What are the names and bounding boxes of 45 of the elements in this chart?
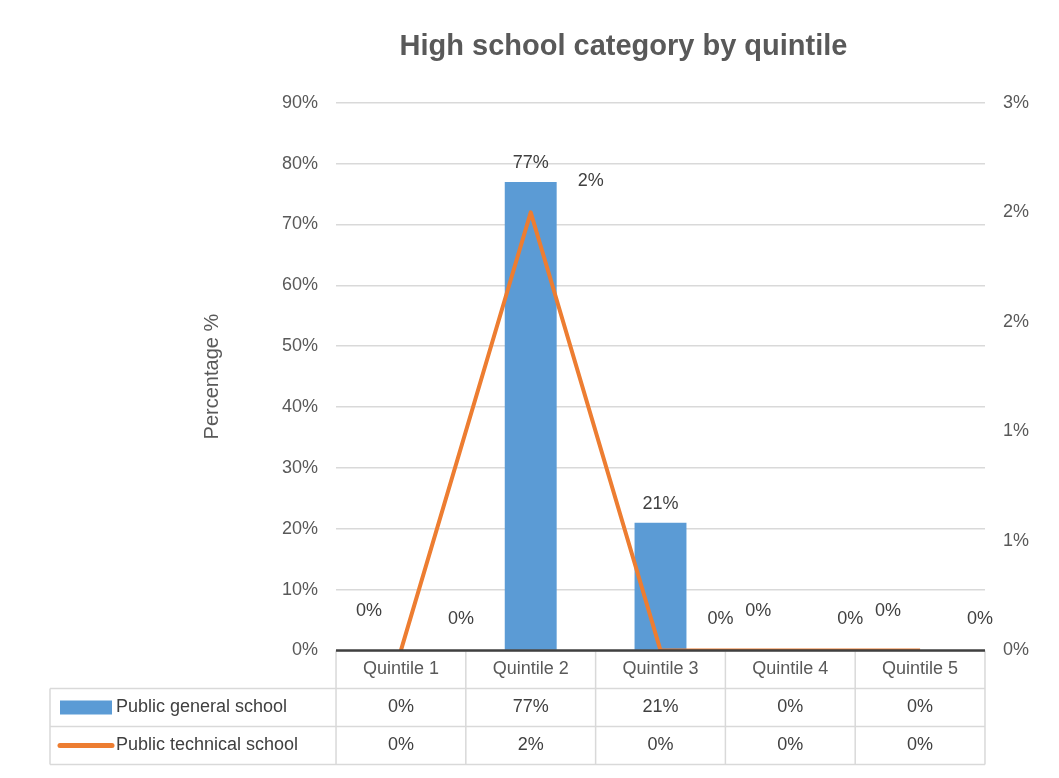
- data-label: 0%: [387, 734, 414, 755]
- text: 2%: [577, 170, 604, 191]
- y-tick-label: 0%: [292, 639, 319, 660]
- text: 77%: [512, 151, 549, 172]
- y2-tick-label: 0%: [1002, 639, 1029, 660]
- text: 0%: [355, 600, 382, 621]
- data-label: 0%: [907, 734, 934, 755]
- data-label: 0%: [387, 696, 414, 717]
- y-tick-label: 80%: [282, 152, 319, 173]
- text: 0%: [967, 608, 994, 629]
- y2-tick-label: 2%: [1002, 310, 1029, 331]
- y-tick-label: 70%: [282, 213, 319, 234]
- y-tick-label: 60%: [282, 274, 319, 295]
- data-label: 77%: [512, 696, 549, 717]
- y-tick-label: 40%: [282, 395, 319, 416]
- data-label: 21%: [642, 696, 679, 717]
- y2-tick-label: 1%: [1002, 529, 1029, 550]
- data-label: 0%: [647, 734, 674, 755]
- text: 0%: [875, 600, 902, 621]
- data-label: 2%: [517, 734, 544, 755]
- x-tick-label: Quintile 5: [882, 658, 959, 679]
- y-tick-label: 20%: [282, 517, 319, 538]
- text: 0%: [447, 608, 474, 629]
- y-tick-label: 90%: [282, 91, 319, 112]
- data-label: 0%: [907, 696, 934, 717]
- x-tick-label: Quintile 2: [492, 658, 569, 679]
- text: 21%: [642, 492, 679, 513]
- x-tick-label: Quintile 3: [622, 658, 699, 679]
- y-tick-label: 10%: [282, 578, 319, 599]
- y2-tick-label: 2%: [1002, 201, 1029, 222]
- y-tick-label: 30%: [282, 456, 319, 477]
- y2-tick-label: 1%: [1002, 420, 1029, 441]
- legend-label: Public general school: [116, 696, 288, 717]
- text: 0%: [837, 608, 864, 629]
- chart-title: High school category by quintile: [399, 29, 848, 62]
- text: 0%: [745, 600, 772, 621]
- y-axis-title: Percentage %: [199, 313, 222, 440]
- x-tick-label: Quintile 4: [752, 658, 829, 679]
- text: 0%: [707, 608, 734, 629]
- data-label: 0%: [777, 696, 804, 717]
- y2-tick-label: 3%: [1002, 91, 1029, 112]
- x-tick-label: Quintile 1: [362, 658, 439, 679]
- data-label: 0%: [777, 734, 804, 755]
- legend-label: Public technical school: [116, 734, 299, 755]
- y-tick-label: 50%: [282, 335, 319, 356]
